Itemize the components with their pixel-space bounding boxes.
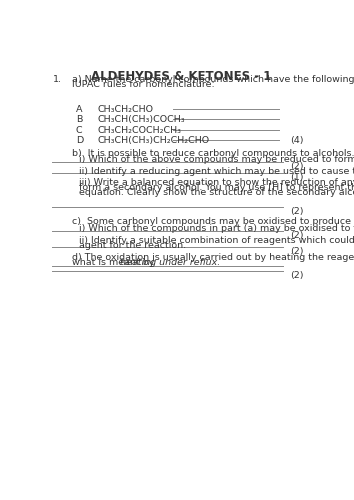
Text: (2): (2) (290, 230, 303, 239)
Text: ii) Identify a reducing agent which may be used to cause the reduction.: ii) Identify a reducing agent which may … (79, 166, 354, 175)
Text: what is meant by: what is meant by (72, 258, 157, 268)
Text: i) Which of the above compounds may be reduced to form secondary alcohols?: i) Which of the above compounds may be r… (79, 154, 354, 164)
Text: equation. Clearly show the structure of the secondary alcohol produced.: equation. Clearly show the structure of … (79, 188, 354, 197)
Text: (4): (4) (290, 136, 303, 145)
Text: (2): (2) (290, 248, 303, 256)
Text: d) The oxidation is usually carried out by heating the reagents under reflux.   : d) The oxidation is usually carried out … (72, 254, 354, 262)
Text: (2): (2) (290, 207, 303, 216)
Text: (1): (1) (290, 173, 303, 182)
Text: (2): (2) (290, 271, 303, 280)
Text: agent for the reaction.: agent for the reaction. (79, 240, 185, 250)
Text: iii) Write a balanced equation to show the reduction of any one of the compounds: iii) Write a balanced equation to show t… (79, 178, 354, 187)
Text: ii) Identify a suitable combination of reagents which could be used as the oxidi: ii) Identify a suitable combination of r… (79, 236, 354, 244)
Text: CH₃CH(CH₃)COCH₃: CH₃CH(CH₃)COCH₃ (98, 116, 185, 124)
Text: IUPAC rules for nomenclature:: IUPAC rules for nomenclature: (72, 80, 215, 90)
Text: b)  It is possible to reduce carbonyl compounds to alcohols.: b) It is possible to reduce carbonyl com… (72, 148, 354, 158)
Text: i) Which of the compounds in part (a) may be oxidised to form a carboxylic acid?: i) Which of the compounds in part (a) ma… (79, 224, 354, 232)
Text: c)  Some carbonyl compounds may be oxidised to produce carboxylic acids.: c) Some carbonyl compounds may be oxidis… (72, 218, 354, 226)
Text: CH₃CH(CH₃)CH₂CH₂CHO: CH₃CH(CH₃)CH₂CH₂CHO (98, 136, 210, 145)
Text: (2): (2) (290, 162, 303, 170)
Text: CH₃CH₂COCH₂CH₃: CH₃CH₂COCH₂CH₃ (98, 126, 182, 135)
Text: C: C (76, 126, 82, 135)
Text: A: A (76, 106, 82, 114)
Text: heating under reflux.: heating under reflux. (120, 258, 220, 268)
Text: form a secondary alcohol. You may use [H] to represent the reducing agent in the: form a secondary alcohol. You may use [H… (79, 183, 354, 192)
Text: ALDEHYDES & KETONES - 1: ALDEHYDES & KETONES - 1 (91, 70, 272, 82)
Text: a) Name the carbonyl compounds which have the following structures using the nor: a) Name the carbonyl compounds which hav… (72, 76, 354, 84)
Text: CH₃CH₂CHO: CH₃CH₂CHO (98, 106, 154, 114)
Text: 1.: 1. (52, 76, 62, 84)
Text: D: D (76, 136, 83, 145)
Text: B: B (76, 116, 82, 124)
